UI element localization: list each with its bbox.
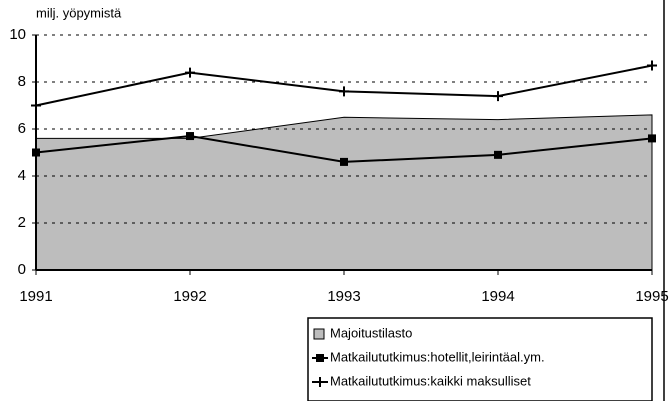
y-axis-label: milj. yöpymistä — [36, 5, 122, 20]
legend-label: Majoitustilasto — [330, 325, 412, 340]
x-tick-label: 1993 — [327, 288, 360, 305]
line — [35, 64, 653, 107]
marker — [31, 100, 41, 111]
legend-swatch — [313, 328, 325, 340]
marker — [494, 150, 502, 159]
y-tick-label: 8 — [18, 73, 26, 90]
y-tick-label: 10 — [9, 26, 26, 43]
x-tick-label: 1994 — [481, 288, 514, 305]
x-tick-label: 1991 — [19, 288, 52, 305]
marker — [493, 91, 503, 102]
x-tick-label: 1992 — [173, 288, 206, 305]
marker — [648, 134, 656, 143]
marker — [185, 67, 195, 78]
marker — [339, 86, 349, 97]
x-tick-label: 1995 — [635, 288, 668, 305]
y-tick-label: 6 — [18, 120, 26, 137]
marker — [186, 132, 194, 141]
y-tick-label: 0 — [18, 261, 26, 278]
y-tick-label: 4 — [18, 167, 26, 184]
y-tick-label: 2 — [18, 214, 26, 231]
legend-label: Matkailututkimus:kaikki maksulliset — [330, 373, 531, 388]
legend-box — [307, 317, 653, 401]
legend-label: Matkailututkimus:hotellit,leirintäal.ym. — [330, 349, 545, 364]
area — [35, 114, 653, 271]
legend-marker — [316, 354, 324, 362]
marker — [340, 157, 348, 166]
marker — [647, 60, 657, 71]
marker — [32, 148, 40, 157]
